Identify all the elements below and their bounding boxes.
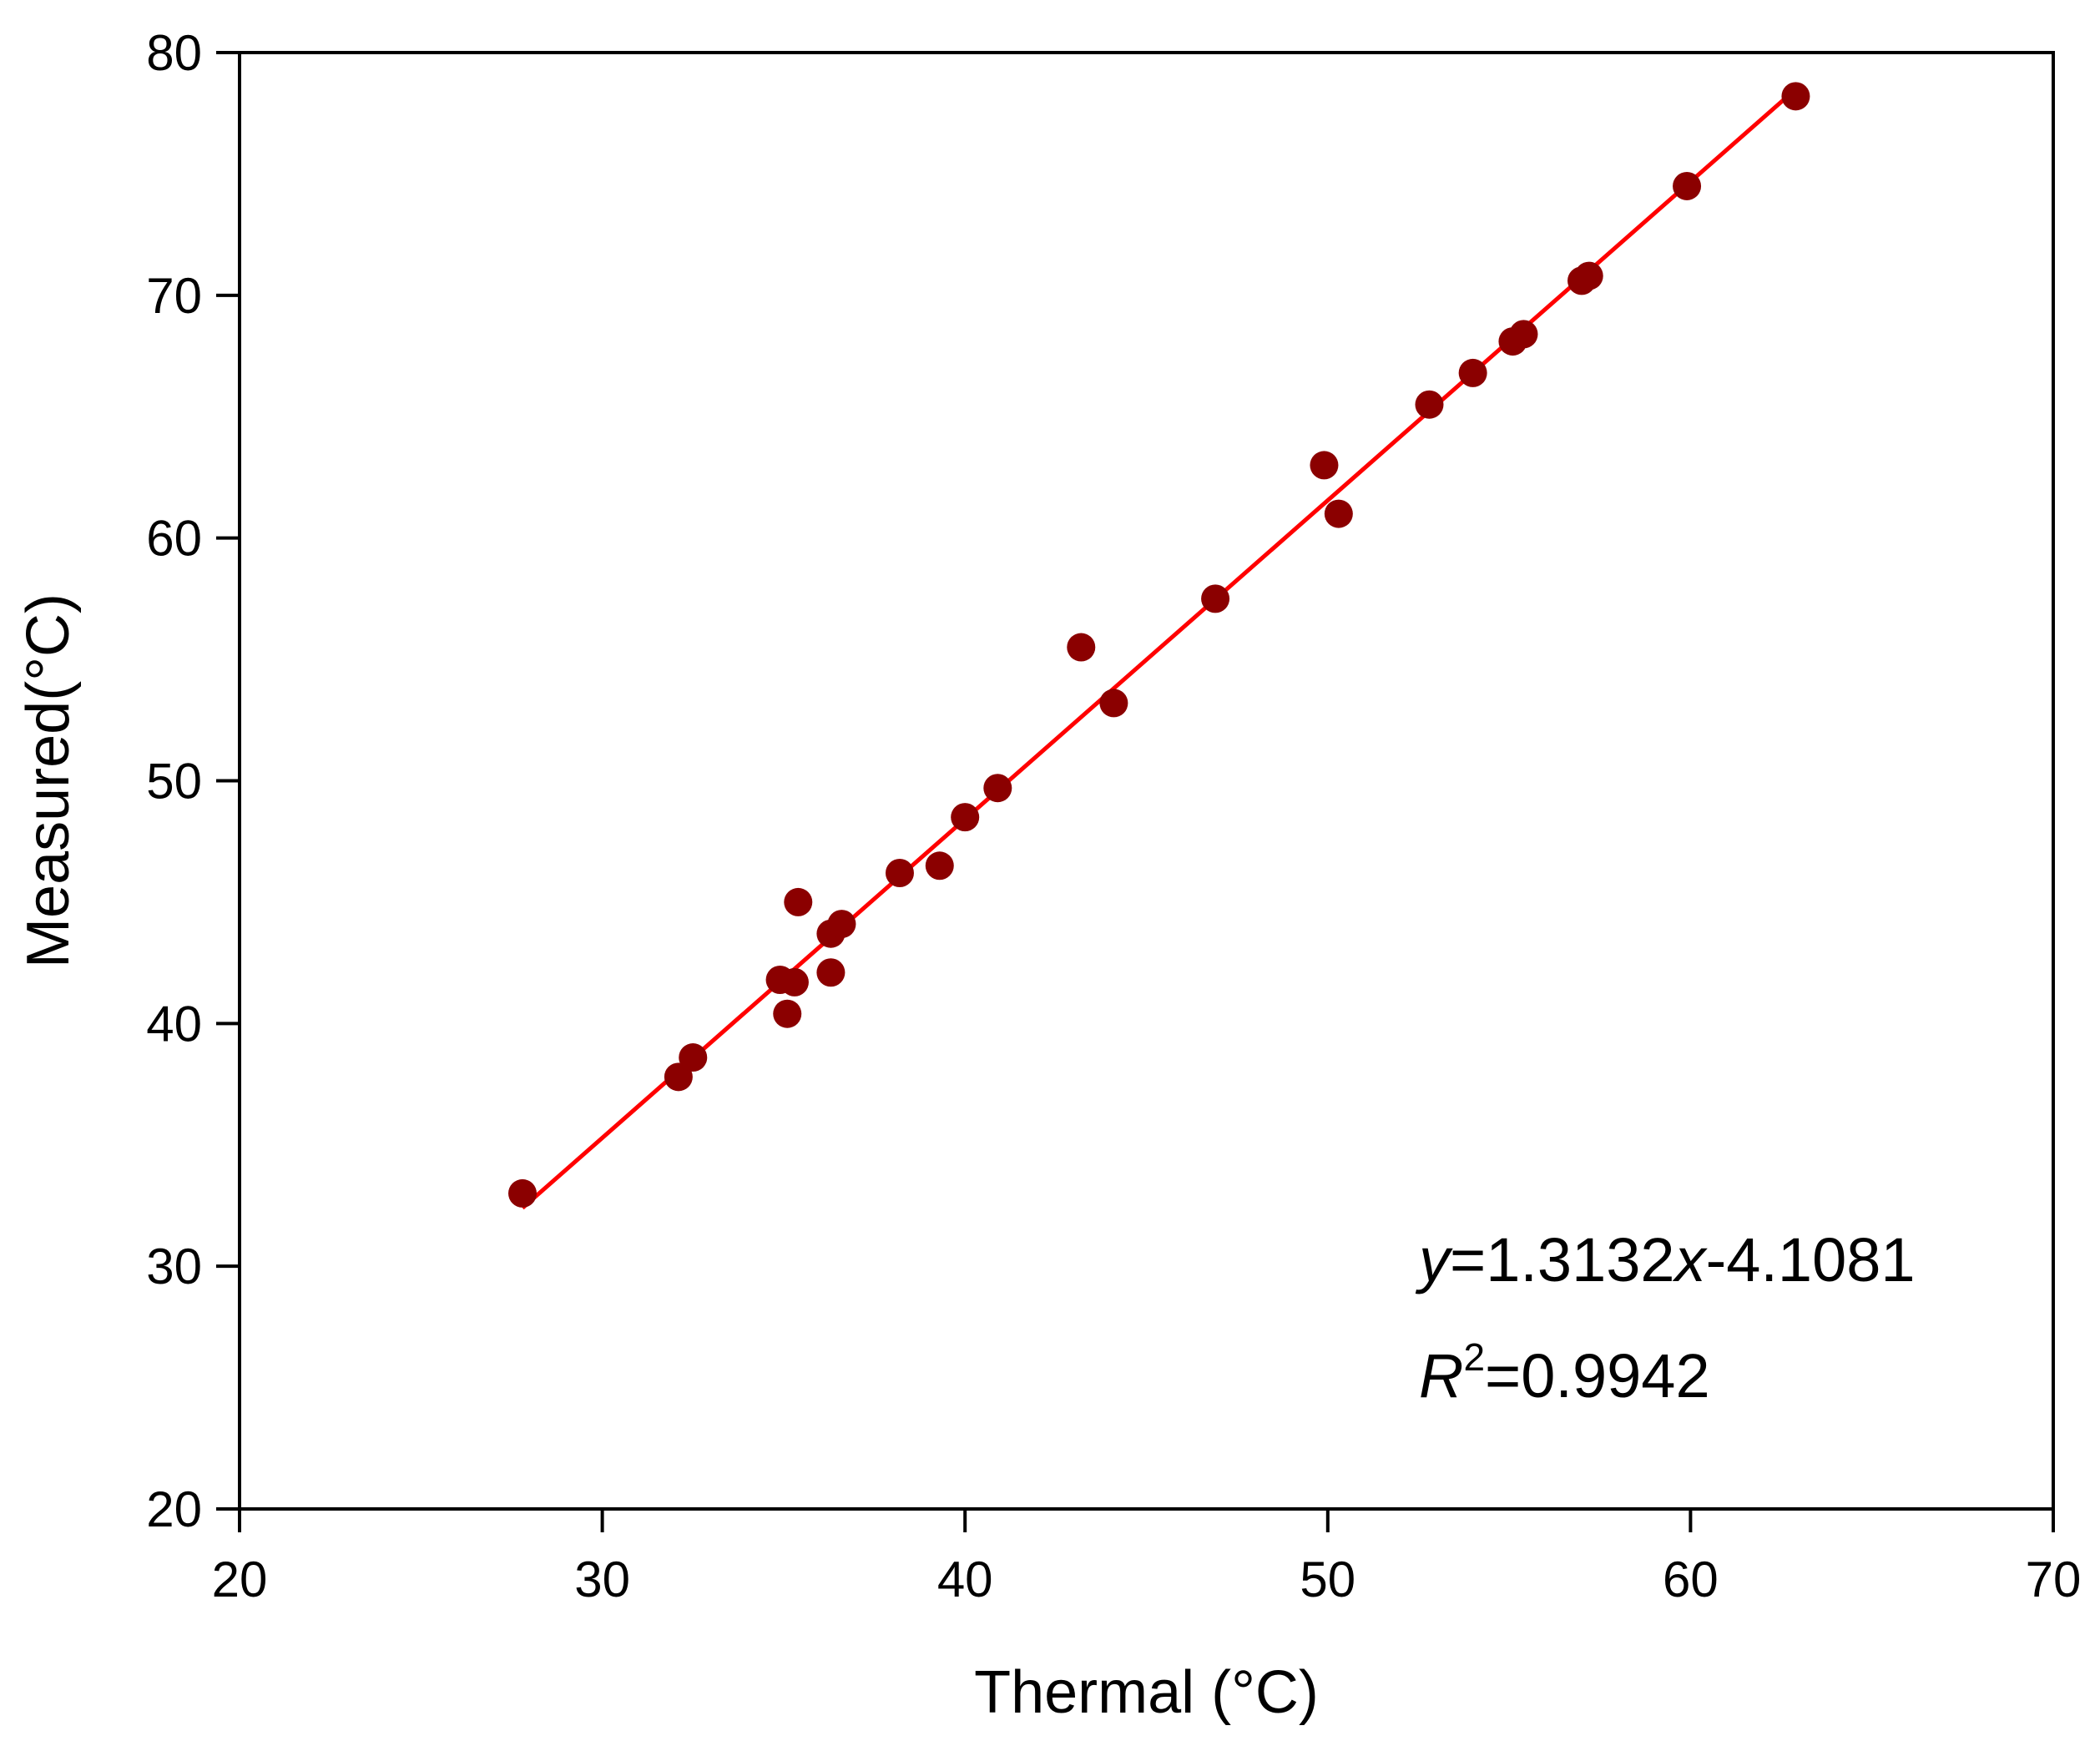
data-point	[1673, 171, 1702, 200]
data-point	[925, 851, 954, 880]
data-point	[827, 910, 856, 939]
data-point	[773, 999, 802, 1028]
y-tick-label: 40	[146, 996, 202, 1052]
fit-line	[521, 87, 1798, 1210]
x-tick-label: 70	[2026, 1552, 2082, 1607]
x-tick-label: 30	[574, 1552, 630, 1607]
data-point	[1574, 261, 1603, 290]
x-tick-label: 20	[212, 1552, 268, 1607]
data-point	[780, 967, 809, 997]
data-point	[1201, 584, 1230, 613]
y-tick-label: 80	[146, 25, 202, 81]
x-tick-label: 40	[937, 1552, 993, 1607]
data-point	[816, 958, 846, 987]
r2-superscript: 2	[1463, 1335, 1485, 1379]
data-point	[784, 887, 813, 916]
y-tick-label: 50	[146, 754, 202, 810]
r2-value: =0.9942	[1485, 1341, 1710, 1410]
eq-y-var: y	[1415, 1225, 1453, 1294]
x-axis-ticks: 20 30 40 50 60 70	[212, 1509, 2082, 1607]
data-point	[1781, 82, 1810, 111]
y-tick-label: 30	[146, 1239, 202, 1294]
data-point	[1099, 689, 1128, 718]
x-tick-label: 50	[1300, 1552, 1355, 1607]
data-point	[951, 803, 980, 832]
data-point	[679, 1043, 708, 1072]
eq-intercept: -4.1081	[1706, 1225, 1916, 1294]
data-point	[1458, 358, 1487, 387]
data-point	[1324, 499, 1353, 528]
y-axis-ticks: 20 30 40 50 60 70 80	[146, 25, 240, 1537]
r2-R: R	[1419, 1341, 1463, 1410]
data-point	[664, 1062, 693, 1092]
fit-layer	[521, 87, 1798, 1210]
y-tick-label: 60	[146, 511, 202, 567]
data-point	[1310, 451, 1339, 480]
data-points	[507, 82, 1810, 1208]
data-point	[507, 1178, 537, 1208]
data-point	[885, 859, 914, 888]
x-tick-label: 60	[1663, 1552, 1719, 1607]
data-point	[1415, 390, 1444, 419]
r-squared: R2=0.9942	[1419, 1335, 1710, 1410]
x-axis-title: Thermal (°C)	[974, 1659, 1319, 1726]
regression-equation: y=1.3132x-4.1081	[1415, 1225, 1916, 1294]
eq-slope: =1.3132	[1450, 1225, 1675, 1294]
eq-x-var: x	[1673, 1225, 1709, 1294]
plot-frame	[238, 51, 2055, 1511]
y-tick-label: 70	[146, 268, 202, 324]
y-tick-label: 20	[146, 1481, 202, 1537]
data-point	[1509, 320, 1538, 349]
data-point	[983, 774, 1012, 803]
y-axis-title: Measured(°C)	[15, 593, 82, 968]
data-point	[1067, 633, 1096, 662]
